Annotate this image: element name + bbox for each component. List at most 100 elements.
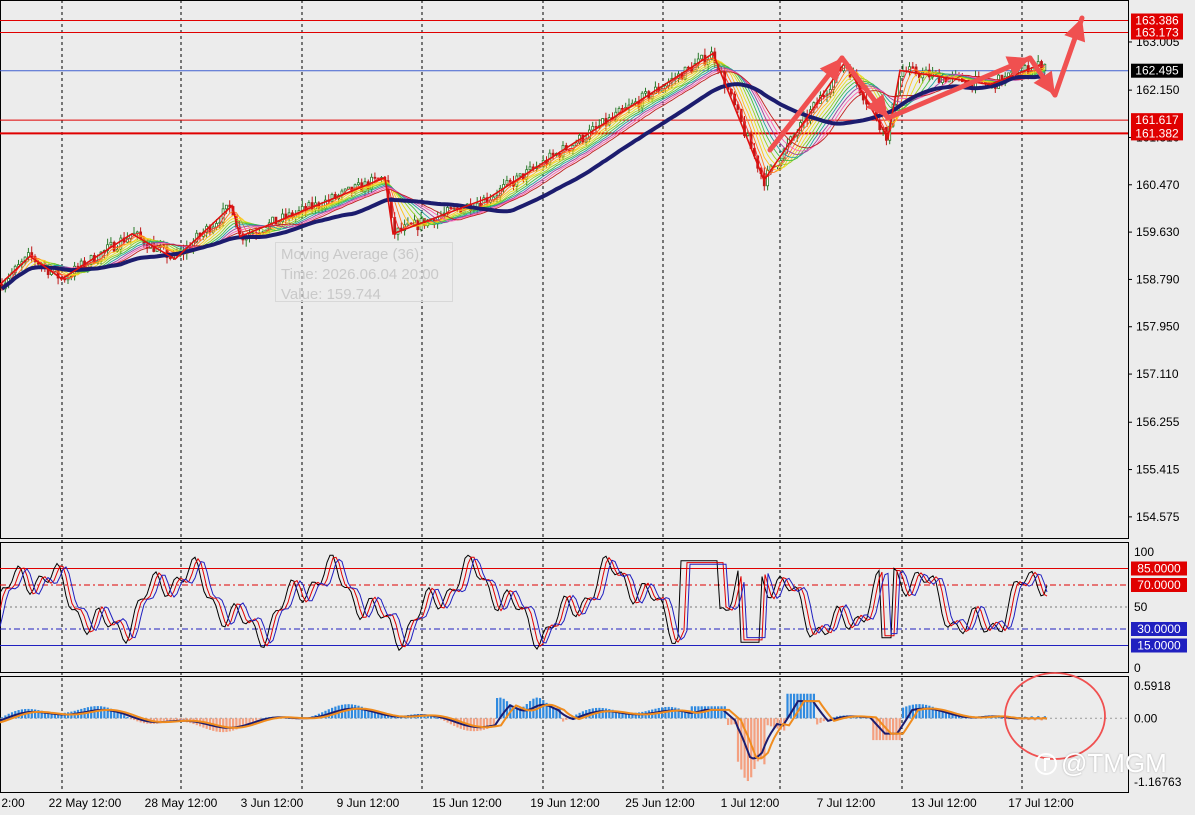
macd-histogram-bar <box>832 717 835 719</box>
macd-histogram-bar <box>687 712 690 719</box>
macd-histogram-bar <box>809 693 812 719</box>
time-axis-label: 1 Jul 12:00 <box>721 796 780 810</box>
macd-histogram-bar <box>486 718 489 729</box>
macd-histogram-bar <box>162 718 165 723</box>
macd-histogram-bar <box>390 715 393 719</box>
macd-histogram-bar <box>225 718 228 732</box>
macd-histogram-bar <box>251 718 254 722</box>
macd-histogram-bar <box>614 710 617 719</box>
level-price-box <box>1131 25 1183 40</box>
macd-histogram-bar <box>172 718 175 722</box>
macd-histogram-bar <box>255 718 258 721</box>
macd-histogram-bar <box>53 712 56 719</box>
time-axis-label: 9 Jun 12:00 <box>337 796 400 810</box>
time-axis-label: 15 Jun 12:00 <box>432 796 502 810</box>
macd-histogram-bar <box>707 706 710 719</box>
macd-histogram-bar <box>931 706 934 719</box>
candle-body <box>251 232 255 235</box>
level-price-label: 161.617 <box>1135 113 1179 127</box>
macd-histogram-bar <box>710 706 713 719</box>
macd-histogram-bar <box>938 709 941 719</box>
macd-histogram-bar <box>383 714 386 719</box>
macd-histogram-bar <box>248 718 251 724</box>
macd-histogram-bar <box>30 709 33 719</box>
time-axis-label: 25 Jun 12:00 <box>625 796 695 810</box>
time-axis-label: 17 Jul 12:00 <box>1008 796 1074 810</box>
candle-body <box>1007 72 1010 77</box>
macd-histogram-bar <box>1000 717 1004 719</box>
macd-histogram-bar <box>882 718 885 741</box>
candle-body <box>119 237 123 250</box>
macd-histogram-bar <box>476 718 479 732</box>
level-price-box <box>1131 63 1183 78</box>
macd-histogram-bar <box>736 718 740 762</box>
macd-histogram-bar <box>113 710 116 719</box>
candle-body <box>271 216 275 224</box>
macd-histogram-bar <box>958 716 961 719</box>
price-axis-label: 160.470 <box>1136 178 1180 192</box>
candle-body <box>330 194 334 202</box>
macd-histogram-bar <box>888 718 891 741</box>
candle-body <box>644 91 647 94</box>
macd-histogram-bar <box>364 707 367 719</box>
ma-ribbon-line <box>1 71 1045 290</box>
arrow-head <box>1005 56 1030 77</box>
macd-histogram-bar <box>674 707 677 719</box>
watermark-text: @TMGM <box>1061 748 1167 778</box>
macd-histogram-bar <box>116 711 119 719</box>
macd-histogram-bar <box>727 718 730 726</box>
macd-histogram-bar <box>875 718 878 741</box>
candle-body <box>700 54 703 60</box>
arrow-head <box>819 58 842 83</box>
candle-body <box>766 169 769 187</box>
macd-histogram-bar <box>43 711 47 719</box>
macd-histogram-bar <box>961 716 964 719</box>
macd-histogram-bar <box>806 693 809 719</box>
macd-histogram-bar <box>905 706 908 719</box>
macd-histogram-bar <box>433 716 436 719</box>
macd-histogram-bar <box>608 709 611 719</box>
macd-histogram-bar <box>123 715 126 719</box>
stoch-level-box <box>1131 638 1187 653</box>
macd-histogram-bar <box>578 712 581 719</box>
macd-histogram-bar <box>129 718 132 720</box>
macd-histogram-bar <box>169 718 172 722</box>
macd-histogram-bar <box>380 714 383 719</box>
macd-histogram-bar <box>822 718 825 722</box>
candle-body <box>343 188 347 192</box>
time-axis-label: 22 May 12:00 <box>49 796 122 810</box>
macd-histogram-bar <box>175 718 179 722</box>
candle-body <box>736 104 740 110</box>
candle-body <box>911 66 915 69</box>
moving-average-36-line <box>0 74 1045 291</box>
macd-histogram-bar <box>34 709 37 719</box>
vertical-grid <box>61 0 1023 792</box>
macd-histogram-bar <box>670 707 674 719</box>
macd-histogram-bar <box>436 717 439 719</box>
macd-histogram-bar <box>786 693 789 719</box>
broker-logo-icon <box>1035 752 1057 775</box>
time-axis-label: 2:00 <box>1 796 25 810</box>
macd-histogram-bar <box>235 718 238 730</box>
level-price-label: 163.173 <box>1135 26 1179 40</box>
stochastic-line <box>0 558 1048 646</box>
macd-histogram-bar <box>766 718 769 726</box>
macd-histogram-bar <box>944 712 947 719</box>
macd-histogram-bar <box>103 706 106 719</box>
macd-histogram-bar <box>57 713 60 719</box>
macd-histogram-bar <box>430 715 433 719</box>
time-axis-label: 7 Jul 12:00 <box>817 796 876 810</box>
time-axis-label: 28 May 12:00 <box>145 796 218 810</box>
macd-histogram-bar <box>565 718 568 720</box>
macd-histogram-bar <box>611 709 614 719</box>
macd-histogram-bar <box>512 706 515 719</box>
macd-histogram-bar <box>548 705 551 719</box>
candle-body <box>224 204 228 210</box>
macd-signal-line <box>0 700 1048 760</box>
macd-histogram-bar <box>928 705 931 719</box>
candle-body <box>551 152 555 156</box>
stoch-level-label: 15.0000 <box>1137 639 1181 653</box>
price-axis-label: 157.950 <box>1136 320 1180 334</box>
